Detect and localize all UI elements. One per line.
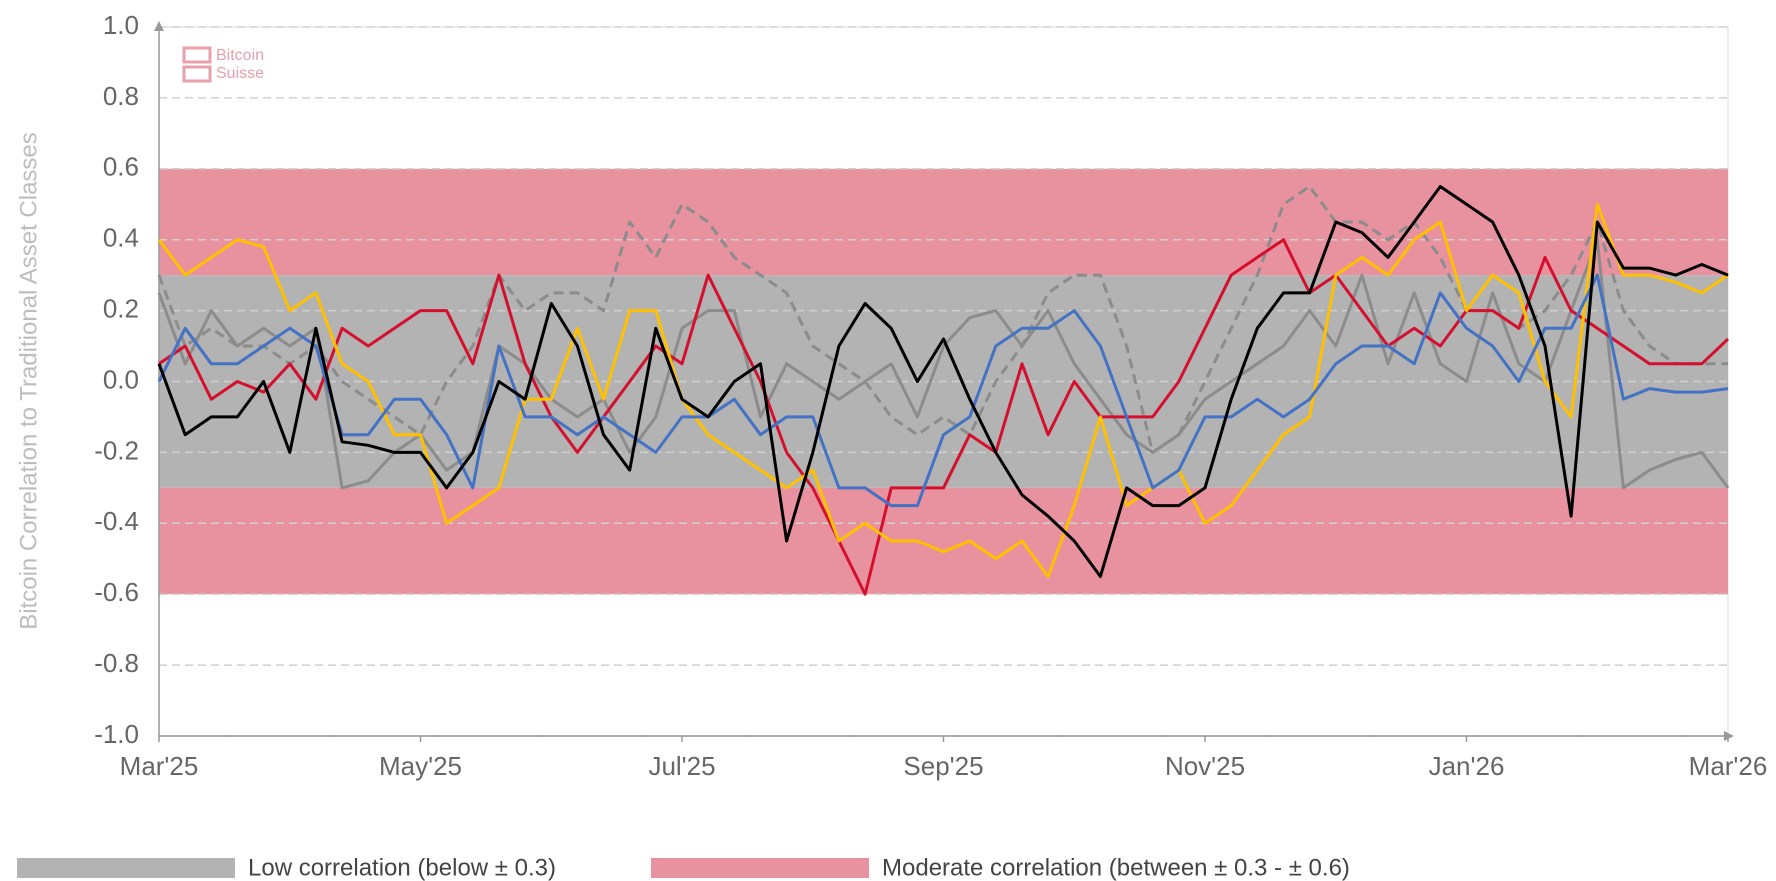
logo-text: Bitcoin	[216, 47, 264, 64]
y-tick-label: -0.4	[94, 506, 139, 536]
y-axis-label: Bitcoin Correlation to Traditional Asset…	[15, 132, 42, 630]
y-tick-label: 0.2	[103, 293, 139, 323]
x-tick-label: Nov'25	[1165, 751, 1245, 781]
logo: Bitcoin Suisse	[182, 46, 264, 83]
correlation-band	[159, 487, 1728, 595]
logo-icon	[182, 65, 212, 83]
x-tick-label: Jul'25	[648, 751, 715, 781]
logo-text: Suisse	[216, 65, 264, 82]
legend-label: Moderate correlation (between ± 0.3 - ± …	[882, 854, 1350, 881]
x-tick-label: Sep'25	[903, 751, 983, 781]
legend-swatch	[651, 858, 869, 878]
y-tick-label: 1.0	[103, 10, 139, 40]
x-tick-label: Mar'25	[120, 751, 199, 781]
legend-label: Low correlation (below ± 0.3)	[248, 854, 556, 881]
x-axis-arrow	[1724, 731, 1734, 741]
y-tick-label: -0.8	[94, 648, 139, 678]
logo-icon	[182, 46, 212, 64]
x-tick-label: Mar'26	[1689, 751, 1768, 781]
series-line	[157, 202, 1729, 578]
series-line	[157, 273, 1729, 508]
y-tick-label: 0.4	[103, 223, 139, 253]
x-tick-label: May'25	[379, 751, 462, 781]
legend-swatch	[17, 858, 235, 878]
y-tick-label: -1.0	[94, 719, 139, 749]
y-tick-label: 0.8	[103, 81, 139, 111]
y-tick-label: -0.6	[94, 577, 139, 607]
x-tick-label: Jan'26	[1429, 751, 1505, 781]
y-axis-arrow	[154, 21, 164, 31]
correlation-band	[159, 168, 1728, 276]
series-line	[157, 185, 1729, 578]
y-tick-label: 0.6	[103, 152, 139, 182]
y-tick-label: -0.2	[94, 435, 139, 465]
y-tick-label: 0.0	[103, 364, 139, 394]
